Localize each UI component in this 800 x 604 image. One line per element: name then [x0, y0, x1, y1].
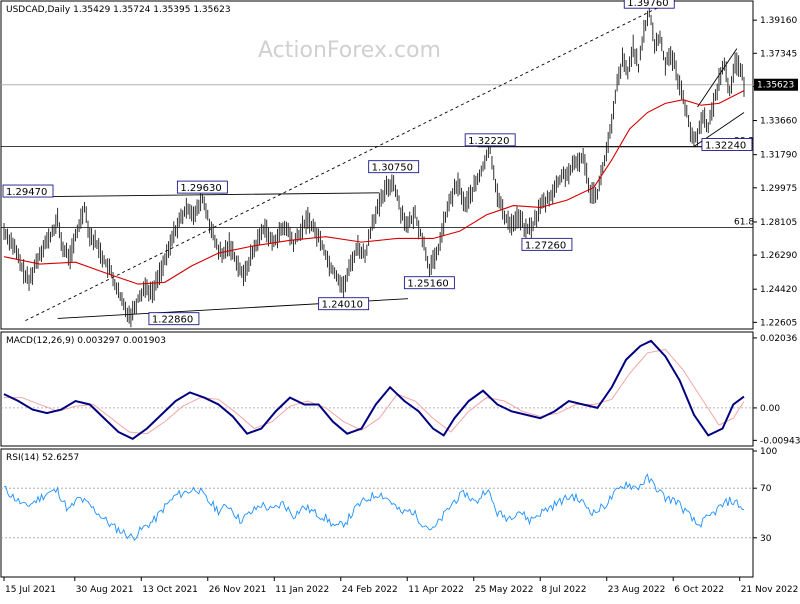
level-label: 1.29470 — [6, 187, 47, 198]
level-label: 1.27260 — [525, 240, 566, 251]
level-box — [318, 297, 370, 311]
price-tick-label: 1.39160 — [760, 16, 797, 26]
price-tick-label: 1.29975 — [760, 184, 797, 194]
level-box — [148, 312, 200, 326]
date-tick-label: 21 Nov 2022 — [741, 585, 799, 595]
level-box — [176, 180, 228, 194]
date-tick-label: 6 Oct 2022 — [674, 585, 724, 595]
date-tick-label: 13 Oct 2021 — [142, 585, 198, 595]
dotted-trendline — [25, 7, 659, 322]
rsi-tick-label: 30 — [760, 534, 772, 544]
price-tick-label: 1.26290 — [760, 251, 797, 261]
date-tick-label: 8 Jul 2022 — [541, 585, 586, 595]
macd-signal-line — [4, 348, 745, 435]
last-price-box — [754, 78, 798, 91]
price-tick-label: 1.37345 — [760, 49, 797, 59]
level-label: 1.32220 — [468, 136, 509, 147]
price-tick-label: 1.24420 — [760, 285, 797, 295]
rsi-panel — [0, 448, 754, 578]
price-tick-label: 1.22605 — [760, 318, 797, 328]
level-label: 1.29630 — [180, 183, 221, 194]
level-label: 1.30750 — [372, 163, 413, 174]
channel-upper — [697, 48, 738, 108]
fib-label: 61.8 — [734, 218, 754, 228]
macd-header: MACD(12,26,9) 0.003297 0.001903 — [6, 336, 166, 346]
macd-panel — [0, 331, 754, 447]
macd-tick-label: -0.009438 — [760, 436, 800, 446]
level-box — [521, 237, 573, 251]
date-tick-label: 26 Nov 2021 — [209, 585, 267, 595]
price-tick-label: 1.31790 — [760, 151, 797, 161]
price-layer: 38.261.81.397601.322401.322201.307501.29… — [1, 0, 754, 328]
level-label: 1.22860 — [152, 315, 193, 326]
price-tick-label: 1.33660 — [760, 117, 797, 127]
resistance-trendline — [3, 192, 380, 198]
macd-tick-label: 0.00 — [760, 404, 780, 414]
last-price-label: 1.35623 — [757, 81, 794, 91]
rsi-header: RSI(14) 52.6257 — [6, 453, 79, 463]
level-label: 1.32240 — [705, 140, 746, 151]
date-tick-label: 24 Feb 2022 — [342, 585, 398, 595]
level-box — [464, 133, 516, 147]
level-label: 1.24010 — [322, 300, 363, 311]
moving-average-line — [3, 90, 745, 285]
level-box — [2, 184, 54, 198]
rsi-layer — [1, 473, 753, 541]
macd-layer — [1, 339, 753, 441]
date-tick-label: 15 Jul 2021 — [5, 585, 56, 595]
level-label: 1.25160 — [407, 279, 448, 290]
level-box — [368, 160, 420, 174]
watermark: ActionForex.com — [258, 38, 441, 63]
date-tick-label: 11 Apr 2022 — [408, 585, 464, 595]
date-tick-label: 30 Aug 2021 — [76, 585, 134, 595]
rsi-tick-label: 100 — [760, 447, 777, 457]
macd-tick-label: 0.02036 — [760, 334, 797, 344]
date-tick-label: 23 Aug 2022 — [608, 585, 666, 595]
rsi-line — [3, 473, 745, 541]
date-tick-label: 25 May 2022 — [475, 585, 534, 595]
level-box — [623, 0, 675, 9]
rsi-tick-label: 70 — [760, 484, 772, 494]
date-tick-label: 11 Jan 2022 — [275, 585, 329, 595]
level-label: 1.39760 — [627, 0, 668, 9]
price-tick-label: 1.28105 — [760, 218, 797, 228]
axis-layer: 1.391601.373451.355301.336601.317901.299… — [3, 16, 800, 595]
level-box — [701, 138, 753, 151]
symbol-header: USDCAD,Daily 1.35429 1.35724 1.35395 1.3… — [6, 5, 231, 15]
level-box — [403, 276, 455, 290]
macd-main-line — [3, 339, 745, 441]
